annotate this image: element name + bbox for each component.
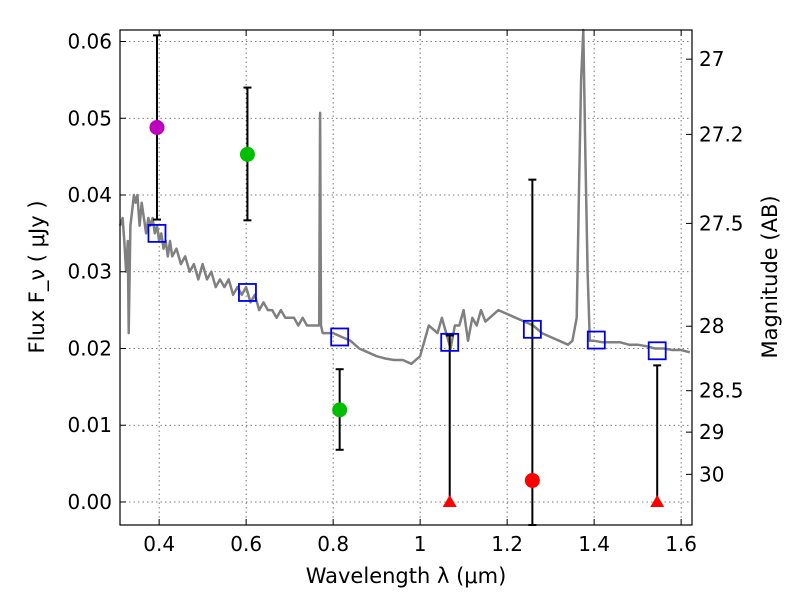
- model-flux-square: [647, 341, 667, 361]
- grid-lines: [120, 30, 692, 525]
- y2-tick-label: 27: [699, 47, 724, 71]
- plot-frame: [119, 29, 693, 526]
- model-flux-square: [147, 223, 167, 243]
- x-axis-title: Wavelength λ (μm): [306, 564, 507, 588]
- model-flux-square: [238, 283, 257, 302]
- observed-flux-point: [524, 472, 540, 488]
- observed-flux-point: [149, 119, 165, 135]
- upper-limit-triangle: [442, 494, 457, 507]
- model-flux-square: [586, 330, 606, 350]
- x-tick-label: 0.4: [143, 532, 175, 556]
- x-tick-label: 1.6: [665, 532, 697, 556]
- observed-flux-point: [332, 402, 348, 418]
- y2-tick-label: 28.5: [699, 379, 744, 403]
- y2-tick-label: 27.2: [699, 122, 744, 146]
- y2-tick-label: 30: [699, 462, 724, 486]
- y-tick-label: 0.06: [67, 30, 112, 54]
- model-spectrum: [118, 28, 691, 366]
- y2-axis-title: Magnitude (AB): [758, 195, 782, 358]
- axis-ticks: 0.4 0.6 0.8 1 1.2 1.4 1.6 0.00 0.01 0.02 0.03 0.04 0…: [67, 30, 743, 556]
- y2-tick-label: 28: [699, 314, 724, 338]
- model-flux-square: [522, 319, 542, 339]
- x-tick-label: 0.8: [317, 532, 349, 556]
- y-tick-label: 0.04: [67, 183, 112, 207]
- upper-limit-triangle: [650, 494, 665, 507]
- y-tick-label: 0.02: [67, 336, 112, 360]
- model-spectrum-line: [118, 28, 691, 366]
- x-tick-label: 1.4: [578, 532, 610, 556]
- data-markers: [147, 119, 667, 507]
- y2-tick-label: 29: [699, 420, 724, 444]
- y-tick-label: 0.03: [67, 260, 112, 284]
- observed-flux-point: [239, 146, 255, 162]
- y-tick-label: 0.00: [67, 490, 112, 514]
- y-axis-title: Flux F_ν ( μJy ): [25, 200, 50, 353]
- y2-tick-label: 27.5: [699, 211, 744, 235]
- model-flux-square: [440, 332, 460, 352]
- y-tick-label: 0.01: [67, 413, 112, 437]
- model-flux-square: [330, 327, 350, 347]
- x-tick-label: 1: [414, 532, 427, 556]
- x-tick-label: 1.2: [491, 532, 523, 556]
- x-tick-label: 0.6: [230, 532, 262, 556]
- y-tick-label: 0.05: [67, 106, 112, 130]
